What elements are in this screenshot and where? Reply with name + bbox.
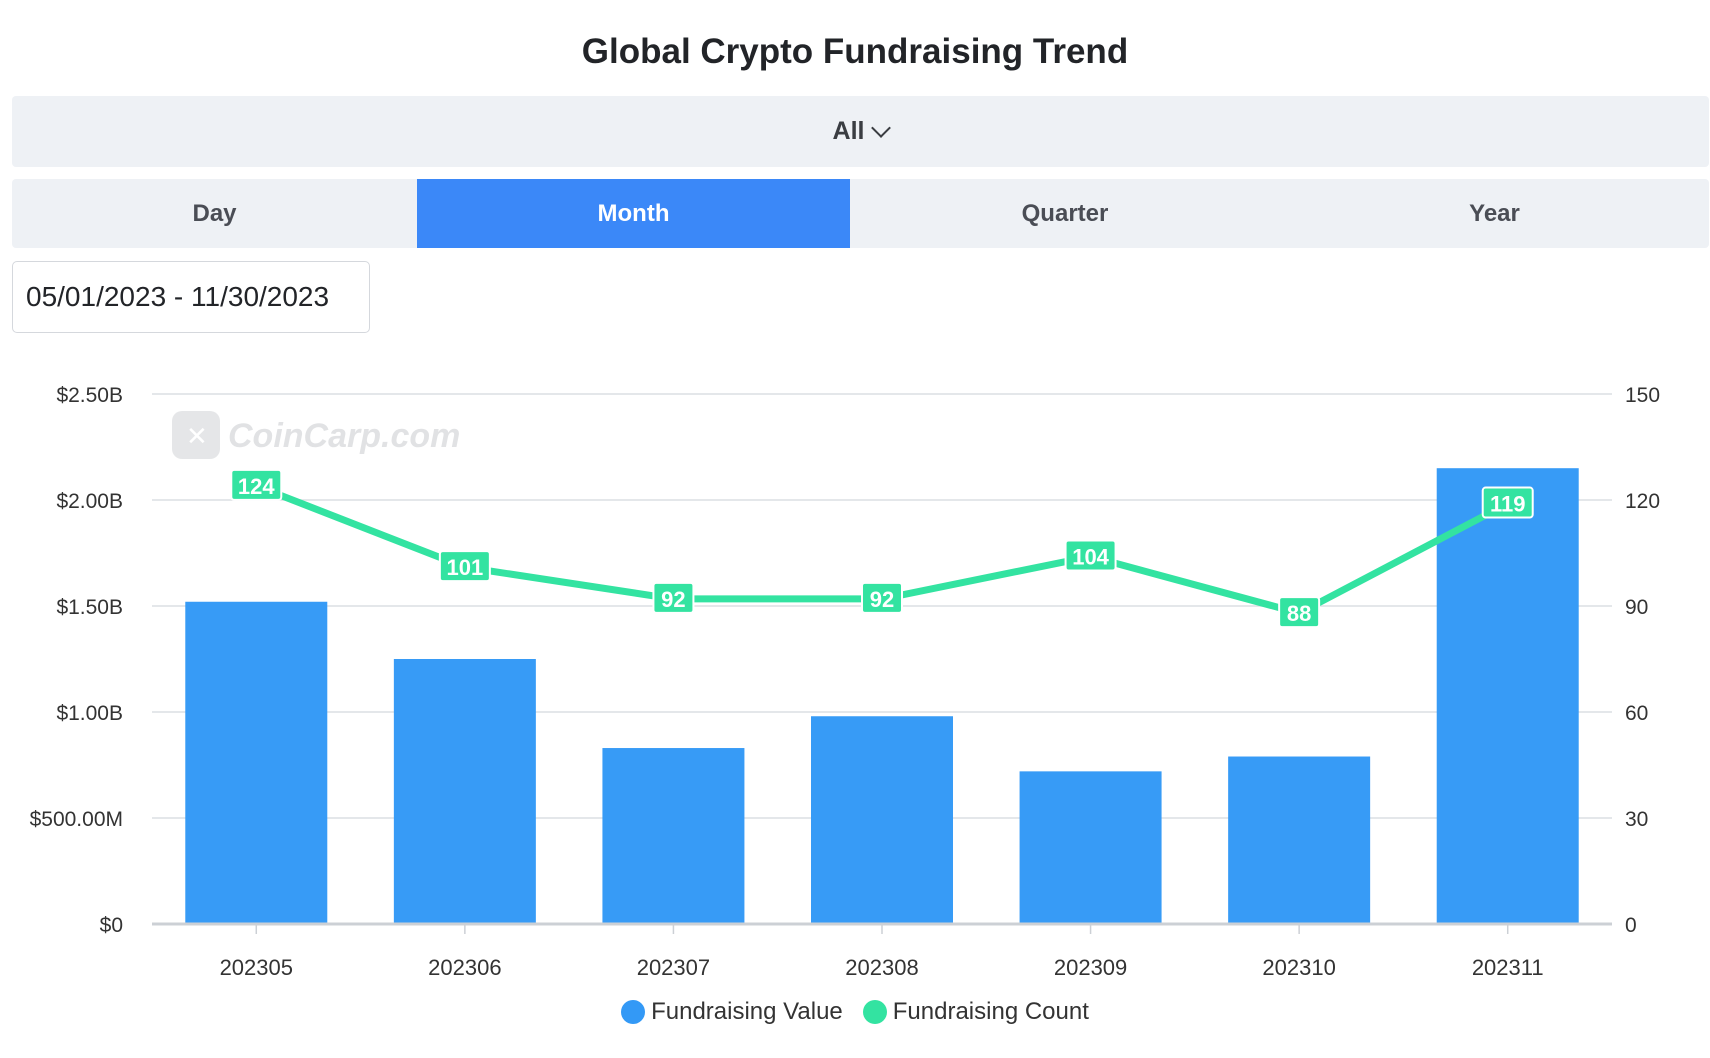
grid-lines (152, 393, 1612, 819)
y-axis-right: 0 30 60 90 120 150 (1625, 384, 1660, 937)
y-right-tick-label: 30 (1625, 808, 1648, 831)
x-axis: 202305 202306 202307 202308 202309 202310 2023… (152, 922, 1612, 980)
line-series: 124 101 92 92 104 88 119 (230, 468, 1534, 629)
x-tick-label: 202309 (1054, 955, 1127, 980)
y-left-tick-label: $500.00M (30, 808, 123, 831)
x-tick-label: 202307 (637, 955, 710, 980)
date-range-picker[interactable]: 05/01/2023 - 11/30/2023 (12, 261, 370, 333)
x-tick-label: 202310 (1262, 955, 1335, 980)
y-left-tick-label: $0 (100, 914, 123, 937)
y-right-tick-label: 90 (1625, 596, 1648, 619)
tab-day[interactable]: Day (192, 199, 237, 227)
data-label: 92 (661, 587, 685, 612)
y-right-tick-label: 0 (1625, 914, 1637, 937)
bar (602, 748, 745, 924)
bar (1019, 771, 1162, 924)
category-filter-dropdown[interactable]: All (12, 96, 1709, 167)
data-label-box (1481, 486, 1534, 519)
y-right-tick-label: 150 (1625, 384, 1660, 407)
filter-label: All (832, 117, 865, 145)
svg-text:✕: ✕ (186, 421, 208, 451)
legend: Fundraising Value Fundraising Count (0, 998, 1710, 1026)
bar (1436, 468, 1579, 924)
data-label: 104 (1072, 545, 1109, 570)
data-label-box (1064, 539, 1117, 572)
x-tick-label: 202305 (220, 955, 293, 980)
count-line (252, 482, 1512, 617)
y-right-tick-label: 120 (1625, 490, 1660, 513)
watermark: ✕ CoinCarp.com (172, 411, 460, 459)
legend-item-count[interactable]: Fundraising Count (862, 998, 1089, 1026)
data-label-box (652, 581, 695, 614)
tab-year[interactable]: Year (1469, 199, 1520, 227)
tab-quarter[interactable]: Quarter (1021, 199, 1109, 227)
y-left-tick-label: $2.00B (56, 490, 123, 513)
data-label: 119 (1490, 492, 1526, 517)
y-left-tick-label: $2.50B (56, 384, 123, 407)
watermark-text: CoinCarp.com (228, 417, 460, 455)
y-left-tick-label: $1.00B (56, 702, 123, 725)
chart-title: Global Crypto Fundraising Trend (581, 32, 1129, 71)
bar (1228, 756, 1371, 924)
data-label-box (230, 468, 283, 501)
coincarp-logo-icon (172, 411, 220, 459)
data-label: 92 (870, 587, 894, 612)
y-axis-left: $0 $500.00M $1.00B $1.50B $2.00B $2.50B (30, 384, 123, 937)
y-left-tick-label: $1.50B (56, 596, 123, 619)
legend-dot-count (862, 1000, 887, 1024)
legend-label-value: Fundraising Value (651, 998, 843, 1025)
data-label-box (1278, 596, 1321, 629)
bar (393, 659, 536, 924)
legend-dot-value (621, 1000, 646, 1024)
legend-item-value[interactable]: Fundraising Value (621, 998, 843, 1026)
bar (185, 601, 328, 924)
data-label: 101 (446, 555, 483, 580)
data-label: 124 (238, 474, 275, 499)
data-label-box (861, 581, 903, 614)
x-tick-label: 202308 (845, 955, 918, 980)
bar (811, 716, 953, 924)
data-label-box (438, 550, 491, 583)
x-tick-label: 202311 (1472, 955, 1544, 980)
y-right-tick-label: 60 (1625, 702, 1648, 725)
data-label: 88 (1287, 601, 1311, 626)
legend-label-count: Fundraising Count (892, 998, 1089, 1025)
period-tabs: Day Month Quarter Year (12, 179, 1709, 248)
tab-month[interactable]: Month (417, 179, 850, 248)
bar-series (185, 468, 1579, 924)
x-tick-label: 202306 (428, 955, 501, 980)
chevron-down-icon (871, 117, 892, 138)
